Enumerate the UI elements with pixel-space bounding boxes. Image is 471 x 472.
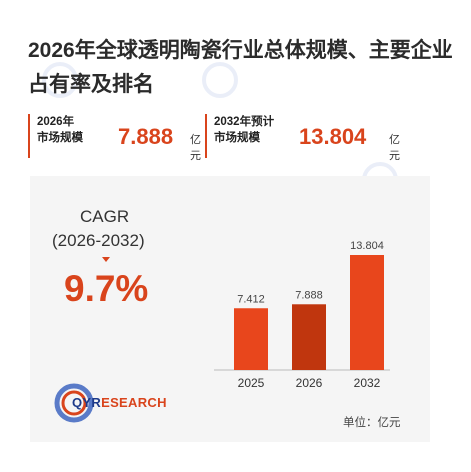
logo-text-prefix: Q <box>72 395 83 410</box>
page-title: 2026年全球透明陶瓷行业总体规模、主要企业占有率及排名 <box>28 39 453 96</box>
bar-2025 <box>234 308 268 370</box>
stat-label: 2026年 市场规模 <box>37 114 99 146</box>
stat-2032-market-size: 2032年预计 市场规模 13.804 亿元 <box>205 114 400 162</box>
cagr-range: (2026-2032) <box>52 231 145 250</box>
data-label-2032: 13.804 <box>350 240 384 252</box>
stat-label-line2: 市场规模 <box>214 132 260 144</box>
bar-2032 <box>350 255 384 370</box>
watermark-logo <box>202 62 238 98</box>
stat-label-line1: 2026年 <box>37 116 75 128</box>
logo-text-main: YR <box>82 395 102 410</box>
logo-text: QYRESEARCH <box>72 395 167 410</box>
cagr-title: CAGR <box>80 207 130 226</box>
stat-value: 13.804 <box>299 124 367 149</box>
x-tick-label-2025: 2025 <box>238 376 265 390</box>
logo-text-suffix: ESEARCH <box>101 395 167 410</box>
stat-label-line1: 2032年预计 <box>214 116 275 128</box>
bar-2026 <box>292 304 326 370</box>
unit-note: 单位：亿元 <box>343 417 401 429</box>
cagr-value: 9.7% <box>64 268 149 309</box>
qyresearch-logo <box>54 383 94 423</box>
stat-unit: 亿元 <box>190 134 201 162</box>
x-tick-label-2026: 2026 <box>296 376 323 390</box>
data-label-2025: 7.412 <box>237 293 265 305</box>
stat-value: 7.888 <box>118 124 174 149</box>
stat-unit: 亿元 <box>389 134 400 162</box>
stat-label-line2: 市场规模 <box>37 132 83 144</box>
stat-label: 2032年预计 市场规模 <box>214 114 294 146</box>
stat-2026-market-size: 2026年 市场规模 7.888 亿元 <box>28 114 201 162</box>
data-label-2026: 7.888 <box>295 289 323 301</box>
cagr-arrow-icon <box>102 257 110 262</box>
bar-chart: 7.412 2025 7.888 2026 13.804 2032 <box>214 240 390 390</box>
x-tick-label-2032: 2032 <box>354 376 381 390</box>
watermark-logo <box>42 62 78 98</box>
